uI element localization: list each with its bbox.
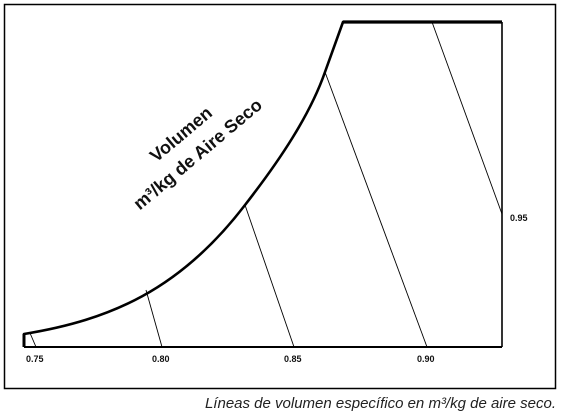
volume-line-0-75 — [29, 332, 37, 348]
volume-line-0-95 — [431, 21, 503, 215]
chart-frame — [3, 3, 557, 390]
figure-caption: Líneas de volumen específico en m³/kg de… — [204, 395, 556, 412]
saturation-curve — [22, 20, 345, 336]
tick-label-0-85: 0.85 — [284, 354, 302, 364]
tick-label-0-95: 0.95 — [510, 213, 528, 223]
tick-label-0-80: 0.80 — [152, 354, 170, 364]
volume-line-0-85 — [244, 204, 295, 348]
tick-label-0-90: 0.90 — [417, 354, 435, 364]
volume-line-0-80 — [145, 289, 163, 348]
chart-title: Volumen m³/kg de Aire Seco — [129, 95, 265, 214]
volume-line-0-90 — [324, 71, 428, 348]
psychrometric-volume-chart: 0.75 0.80 0.85 0.90 0.95 Volumen m³/kg d… — [3, 3, 557, 390]
tick-label-0-75: 0.75 — [26, 354, 44, 364]
